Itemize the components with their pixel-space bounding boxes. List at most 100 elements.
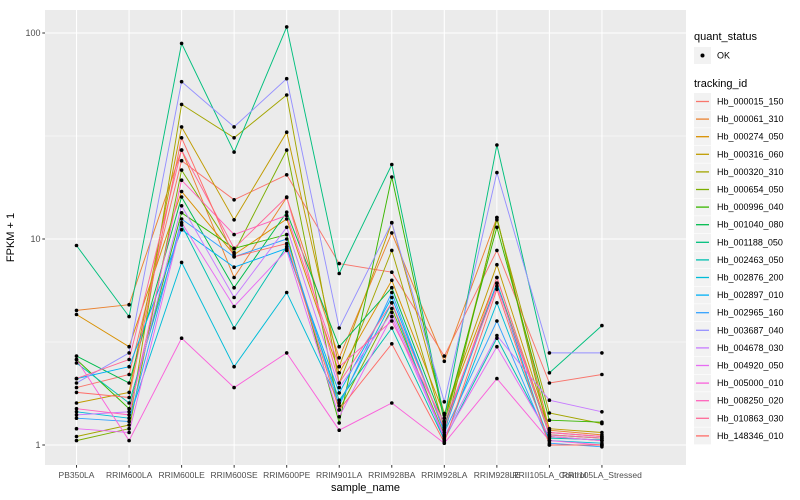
data-point <box>127 381 131 385</box>
data-point <box>337 398 342 403</box>
data-point <box>600 372 604 377</box>
legend-item-Hb_003687_040: Hb_003687_040 <box>694 321 784 339</box>
x-tick-label-RRIM600PE: RRIM600PE <box>263 470 311 480</box>
data-point <box>179 195 184 199</box>
legend-item-Hb_000316_060: Hb_000316_060 <box>694 145 784 163</box>
data-point <box>127 413 131 417</box>
data-point <box>127 410 131 414</box>
data-point <box>495 170 499 175</box>
data-point <box>547 398 552 403</box>
y-tick-label-1: 1 <box>35 440 40 450</box>
data-point <box>232 198 236 202</box>
legend-label: Hb_000015_150 <box>717 97 784 107</box>
data-point <box>74 426 79 431</box>
legend-title-quant-status: quant_status <box>694 31 757 43</box>
data-point <box>390 231 394 235</box>
data-point <box>337 344 342 349</box>
data-point <box>495 301 499 305</box>
data-point <box>390 306 394 311</box>
data-point <box>284 210 289 214</box>
legend-label: Hb_004920_050 <box>717 361 784 371</box>
data-point <box>232 232 236 237</box>
data-point <box>179 125 184 129</box>
legend-label: Hb_001040_080 <box>717 220 784 230</box>
legend-label: Hb_000274_050 <box>717 132 784 142</box>
data-point <box>179 204 184 208</box>
data-point <box>127 372 131 377</box>
data-point <box>390 175 394 179</box>
data-point <box>337 326 342 330</box>
data-point <box>284 225 289 230</box>
data-point <box>74 416 79 421</box>
legend-point-ok <box>700 53 705 58</box>
data-point <box>495 319 499 323</box>
legend-label: Hb_008250_020 <box>717 396 784 406</box>
data-point <box>600 410 604 414</box>
data-point <box>442 436 447 440</box>
grid <box>45 10 686 465</box>
data-point <box>127 344 131 349</box>
y-tick-label-100: 100 <box>25 28 40 38</box>
x-tick-label-RRIM928LA: RRIM928LA <box>421 470 468 480</box>
data-point <box>284 25 289 29</box>
data-point <box>74 390 79 395</box>
data-point <box>495 281 499 286</box>
x-tick-label-RRIM600LA: RRIM600LA <box>106 470 153 480</box>
x-tick-label-RRII105LA_Control: RRII105LA_Control <box>513 470 587 480</box>
data-point <box>74 401 79 405</box>
data-point <box>127 430 131 435</box>
data-point <box>74 434 79 439</box>
legend-item-Hb_002965_160: Hb_002965_160 <box>694 304 784 322</box>
data-point <box>547 438 552 443</box>
data-point <box>232 364 236 369</box>
data-point <box>600 436 604 440</box>
legend-label: Hb_005000_010 <box>717 378 784 388</box>
data-point <box>232 250 236 255</box>
data-point <box>74 312 79 317</box>
data-point <box>284 148 289 152</box>
data-point <box>179 211 184 215</box>
legend-label: Hb_004678_030 <box>717 343 784 353</box>
data-point <box>390 401 394 405</box>
data-point <box>337 415 342 419</box>
data-point <box>179 79 184 84</box>
data-point <box>390 301 394 305</box>
data-point <box>547 418 552 423</box>
legend-item-Hb_000061_310: Hb_000061_310 <box>694 110 784 128</box>
data-point <box>442 426 447 431</box>
legend-item-Hb_000015_150: Hb_000015_150 <box>694 93 784 110</box>
legend-item-Hb_001188_050: Hb_001188_050 <box>694 233 783 251</box>
data-point <box>600 351 604 355</box>
data-point <box>284 248 289 253</box>
legend-item-Hb_002876_200: Hb_002876_200 <box>694 269 784 286</box>
data-point <box>232 304 236 309</box>
data-point <box>547 351 552 355</box>
data-point <box>284 217 289 221</box>
data-point <box>390 162 394 167</box>
data-point <box>337 404 342 408</box>
data-point <box>284 241 289 246</box>
data-point <box>127 406 131 411</box>
data-point <box>74 438 79 443</box>
data-point <box>232 136 236 140</box>
data-point <box>337 364 342 369</box>
data-point <box>337 385 342 390</box>
legend-label: Hb_000061_310 <box>717 114 784 124</box>
legend-item-Hb_002897_010: Hb_002897_010 <box>694 286 784 304</box>
data-point <box>127 423 131 427</box>
x-tick-label-RRIM928LE: RRIM928LE <box>474 470 521 480</box>
legend-label: Hb_002876_200 <box>717 273 784 283</box>
data-point <box>390 278 394 283</box>
data-point <box>179 158 184 163</box>
legend-label: Hb_001188_050 <box>717 237 783 247</box>
data-point <box>284 76 289 81</box>
data-point <box>74 243 79 248</box>
data-point <box>179 189 184 194</box>
data-point <box>232 326 236 330</box>
data-point <box>232 246 236 251</box>
data-point <box>232 275 236 280</box>
data-point <box>284 237 289 241</box>
y-tick-label-10: 10 <box>30 234 40 244</box>
data-point <box>390 310 394 315</box>
data-point <box>442 416 447 421</box>
